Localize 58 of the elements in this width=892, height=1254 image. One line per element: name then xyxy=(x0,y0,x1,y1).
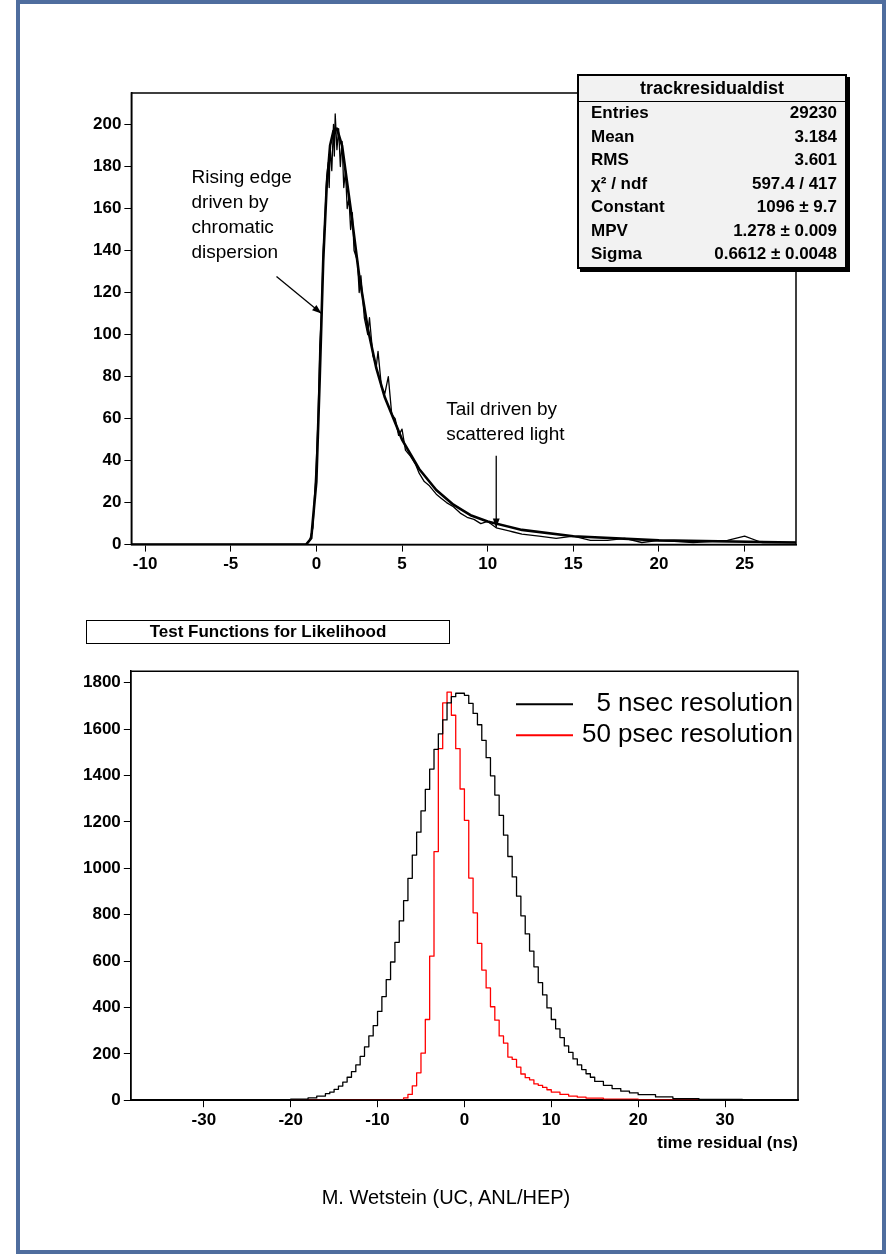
y-tick-label: 1800 xyxy=(82,672,121,692)
y-tick-label: 40 xyxy=(102,450,122,470)
x-tick-label: 30 xyxy=(715,1110,735,1130)
y-tick-label: 1000 xyxy=(82,858,121,877)
y-tick-label: 100 xyxy=(92,324,122,344)
annotation: Entries xyxy=(591,103,649,124)
legend-label: 50 psec resolution xyxy=(581,718,793,749)
y-tick-label: 80 xyxy=(102,366,122,386)
y-tick-label: 1600 xyxy=(82,718,121,738)
y-tick-label: 0 xyxy=(111,534,122,554)
y-tick-label: 600 xyxy=(92,950,121,970)
y-tick-label: 0 xyxy=(111,1089,121,1109)
y-tick-label: 180 xyxy=(92,156,122,176)
annotation: Constant xyxy=(591,197,665,218)
x-tick-label: 0 xyxy=(459,1110,470,1130)
annotation: Mean xyxy=(591,126,635,147)
chart-title: trackresidualdist xyxy=(579,76,845,102)
annotation: 597.4 / 417 xyxy=(751,173,837,194)
y-tick-label: 160 xyxy=(92,198,122,218)
annotation: MPV xyxy=(591,220,628,241)
annotation: χ² / ndf xyxy=(591,173,648,194)
annotation: 0.6612 ± 0.0048 xyxy=(714,244,837,265)
y-tick-label: 60 xyxy=(102,408,122,428)
x-tick-label: 15 xyxy=(563,554,583,574)
y-tick-label: 200 xyxy=(92,1043,121,1063)
x-tick-label: -10 xyxy=(132,554,158,574)
x-tick-label: -20 xyxy=(278,1110,303,1130)
x-tick-label: 5 xyxy=(397,554,407,574)
legend-label: 5 nsec resolution xyxy=(596,687,793,718)
annotation: 3.601 xyxy=(794,150,837,171)
y-tick-label: 800 xyxy=(92,904,121,924)
y-tick-label: 120 xyxy=(92,282,122,302)
annotation: 1.278 ± 0.009 xyxy=(733,220,837,241)
annotation: 29230 xyxy=(789,103,837,124)
annotation: Tail driven by scattered light xyxy=(446,397,566,444)
annotation: 3.184 xyxy=(794,126,837,147)
y-tick-label: 200 xyxy=(92,114,122,134)
y-tick-label: 20 xyxy=(102,492,122,512)
x-tick-label: 10 xyxy=(541,1110,561,1130)
x-tick-label: -5 xyxy=(223,554,239,574)
x-tick-label: 20 xyxy=(628,1110,648,1130)
x-tick-label: 10 xyxy=(478,554,498,574)
annotation: Sigma xyxy=(591,244,643,265)
y-tick-label: 400 xyxy=(92,997,121,1017)
y-tick-label: 1200 xyxy=(82,811,121,831)
x-tick-label: -30 xyxy=(191,1110,217,1130)
x-tick-label: 0 xyxy=(311,554,322,574)
y-tick-label: 140 xyxy=(92,240,122,260)
x-tick-label: 20 xyxy=(649,554,669,574)
annotation: RMS xyxy=(591,150,629,171)
text: M. Wetstein (UC, ANL/HEP) xyxy=(320,1186,572,1209)
x-tick-label: 25 xyxy=(735,554,755,574)
annotation: 1096 ± 9.7 xyxy=(756,197,837,218)
annotation: Rising edge driven by chromatic dispersion xyxy=(191,166,292,263)
y-tick-label: 1400 xyxy=(82,765,121,785)
chart-title: Test Functions for Likelihood xyxy=(86,620,450,644)
x-tick-label: -10 xyxy=(365,1110,390,1130)
x-axis-title: time residual (ns) xyxy=(657,1133,798,1153)
